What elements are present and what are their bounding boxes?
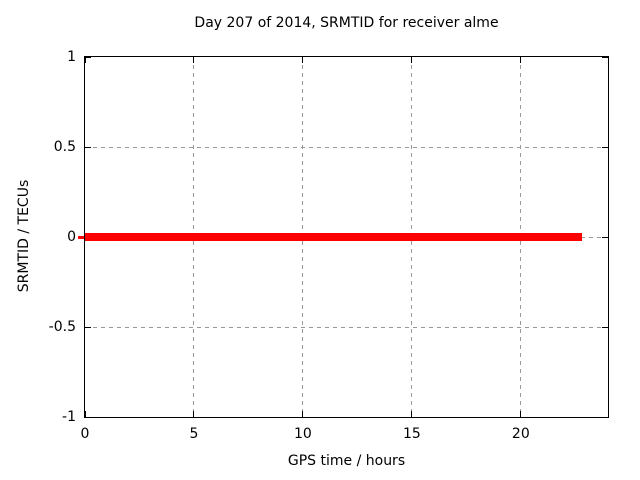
x-tick-label: 0 [80,426,90,442]
x-axis-label: GPS time / hours [287,453,406,469]
y-tick-label: -1 [62,409,76,425]
y-tick-mark-right [602,326,608,328]
y-tick-mark-right [602,416,608,418]
y-tick-label: 1 [67,49,76,65]
y-tick-mark-left [85,416,91,418]
y-tick-label: 0.5 [53,139,76,155]
y-gridline [85,326,608,328]
chart-title: Day 207 of 2014, SRMTID for receiver alm… [194,15,499,31]
y-gridline [85,146,608,148]
x-tick-mark-top [84,57,86,63]
y-tick-mark-left [85,146,91,148]
x-tick-mark-top [520,57,522,63]
x-tick-mark-top [193,57,195,63]
y-tick-label: 0 [67,229,76,245]
data-line-overhang-cap [78,235,84,239]
x-tick-mark-bottom [520,411,522,417]
x-tick-mark-bottom [302,411,304,417]
x-tick-mark-top [411,57,413,63]
y-tick-mark-left [85,56,91,58]
x-tick-mark-bottom [84,411,86,417]
x-tick-label: 20 [511,426,530,442]
x-tick-mark-bottom [411,411,413,417]
y-tick-mark-right [602,146,608,148]
x-tick-label: 10 [293,426,312,442]
y-tick-mark-right [602,56,608,58]
y-tick-mark-right [602,236,608,238]
y-tick-label: -0.5 [48,319,76,335]
x-tick-mark-bottom [193,411,195,417]
x-tick-label: 15 [402,426,421,442]
x-tick-mark-top [302,57,304,63]
plot-area [78,56,609,418]
x-tick-label: 5 [189,426,199,442]
data-line-srmtid [85,233,582,241]
y-tick-mark-left [85,326,91,328]
